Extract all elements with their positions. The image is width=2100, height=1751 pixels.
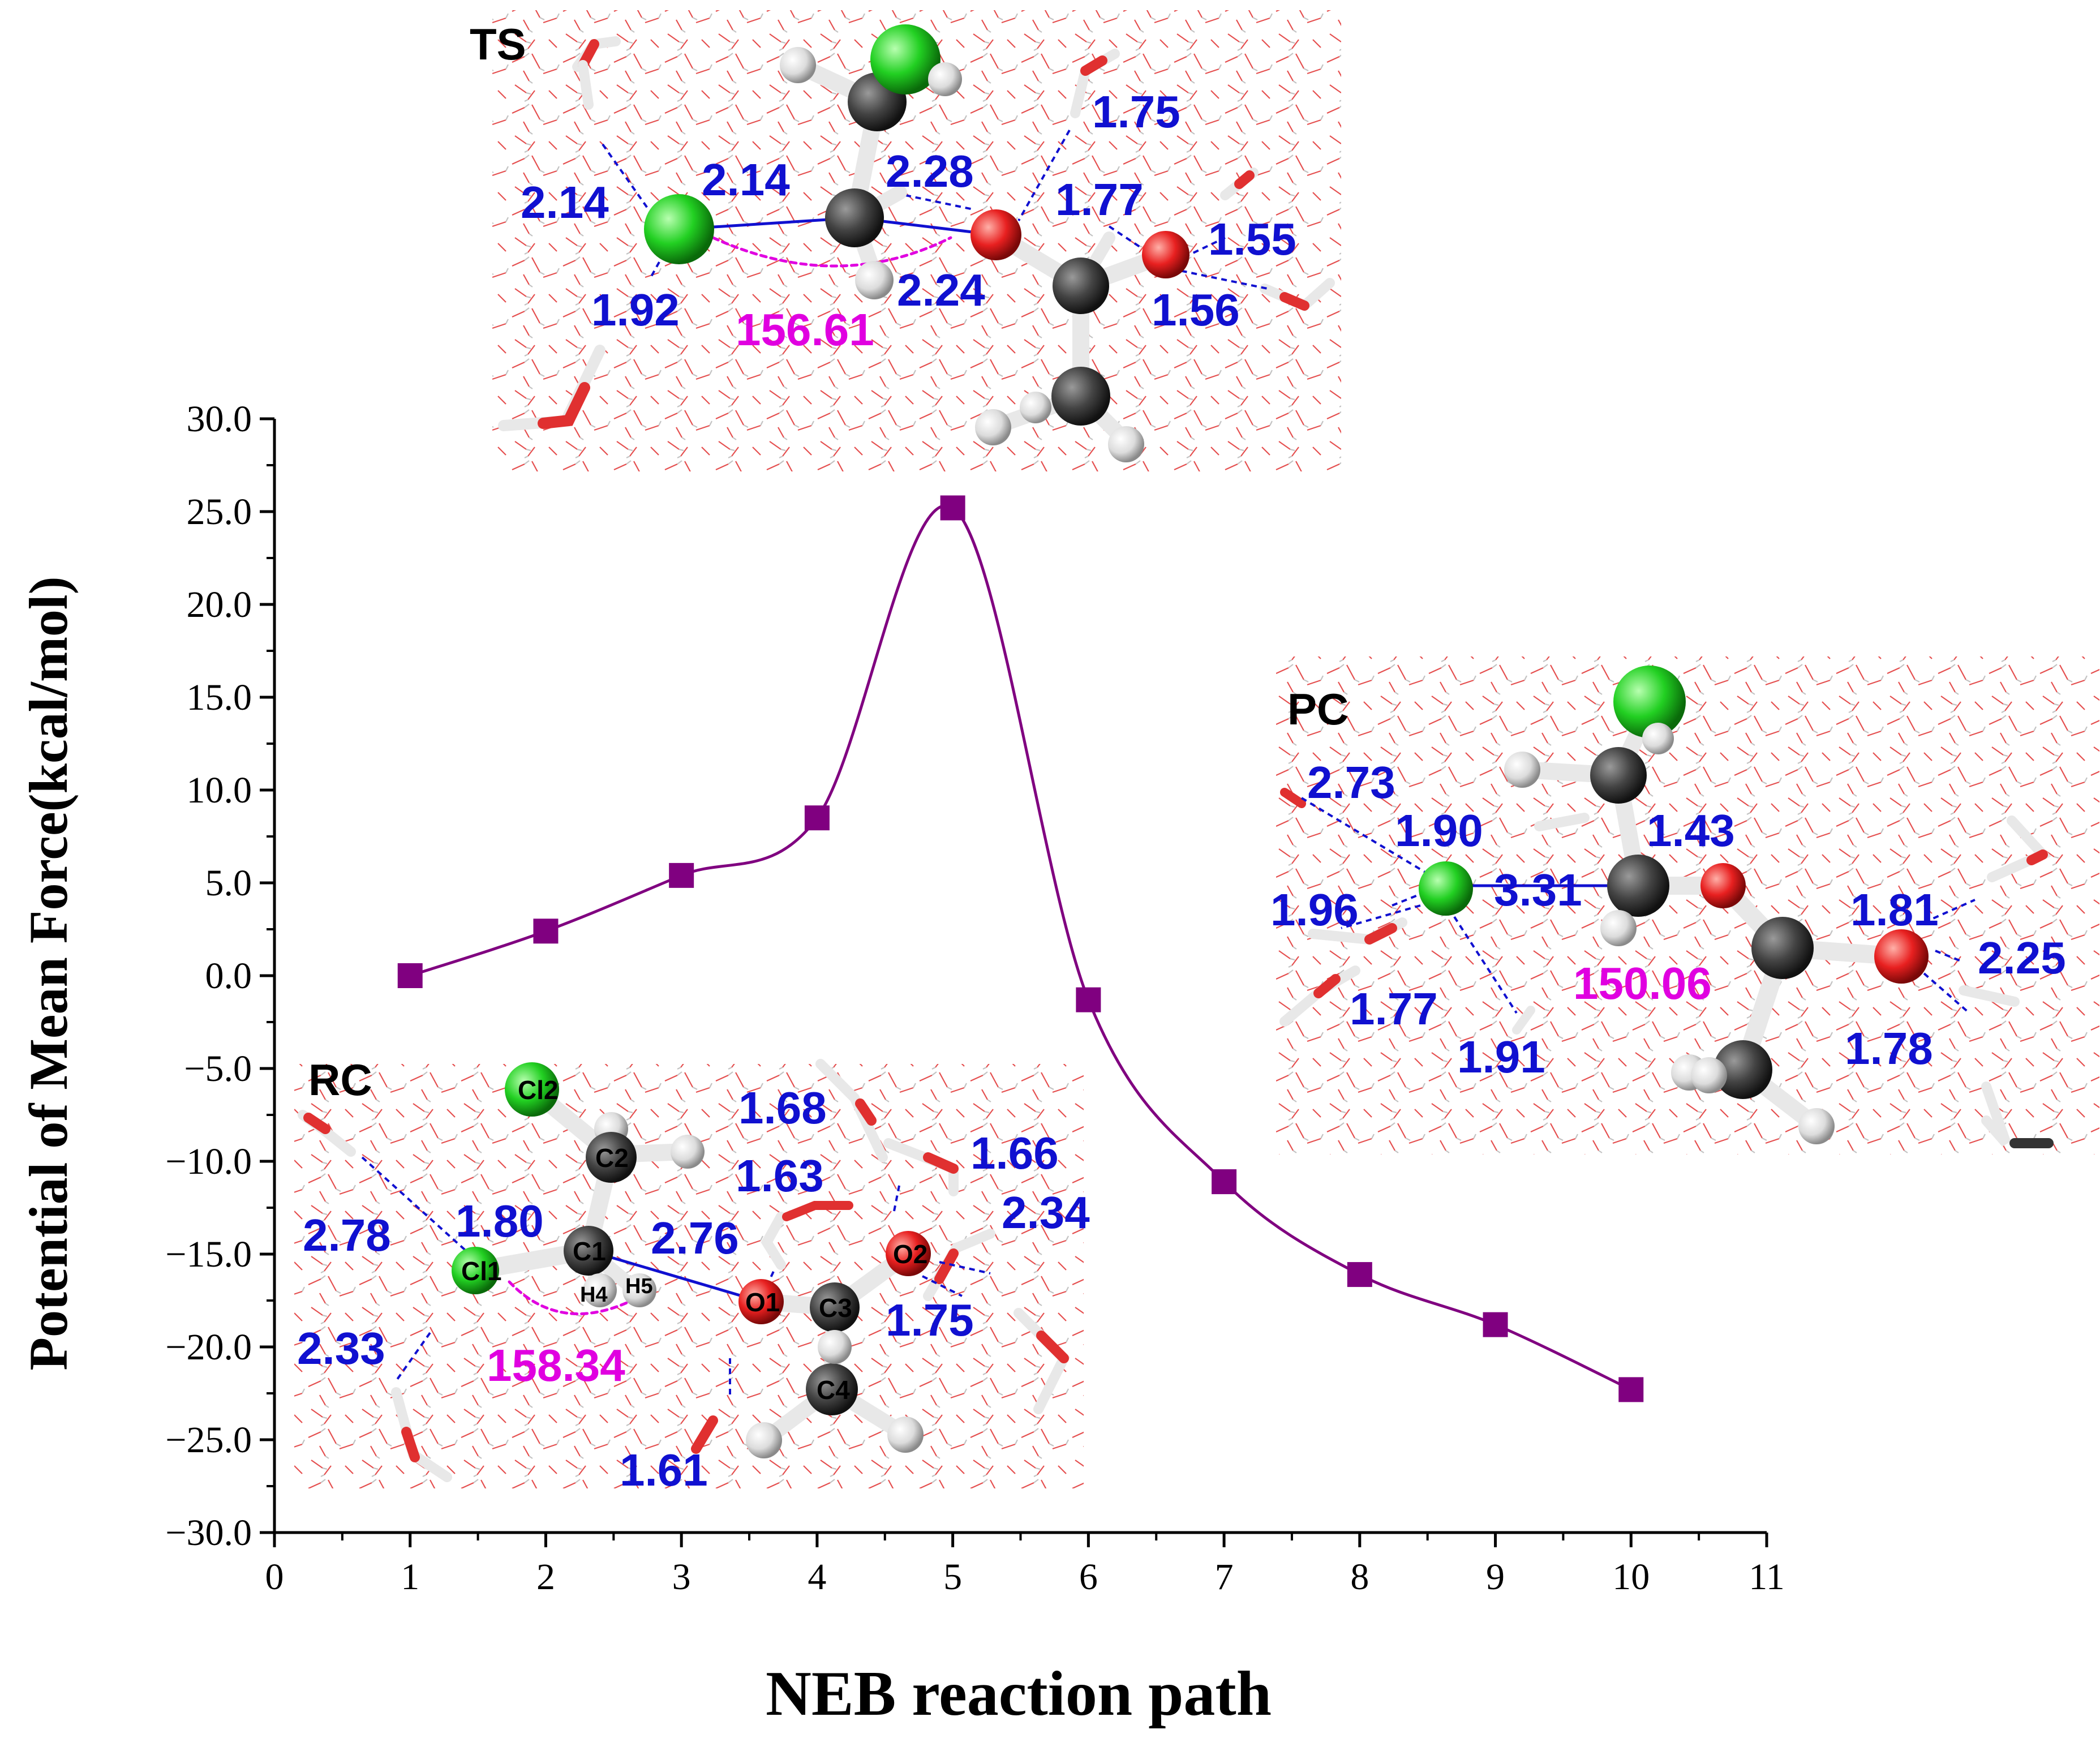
ts-waters xyxy=(498,36,1335,431)
rc-atom-c1: C1 xyxy=(573,1237,606,1266)
pc-distance-4: 1.96 xyxy=(1270,885,1359,935)
pc-distance-6: 1.81 xyxy=(1850,885,1939,935)
ts-distance-2: 2.14 xyxy=(702,154,790,205)
x-tick-label: 3 xyxy=(672,1556,691,1598)
ts-distance-1: 2.14 xyxy=(521,177,609,228)
pc-distance-8: 1.77 xyxy=(1350,984,1438,1034)
pc-hbond-dashes xyxy=(1300,797,1976,1014)
rc-atom-c2: C2 xyxy=(595,1143,629,1173)
ts-distance-5: 1.77 xyxy=(1055,174,1144,225)
x-tick-label: 2 xyxy=(536,1556,555,1598)
y-tick-label: 25.0 xyxy=(187,491,252,533)
pc-title: PC xyxy=(1287,684,1349,734)
pc-distance-10: 1.78 xyxy=(1845,1023,1933,1074)
rc-distance-2: 1.66 xyxy=(970,1128,1059,1178)
y-tick-label: −5.0 xyxy=(184,1048,252,1089)
x-tick-label: 6 xyxy=(1079,1556,1098,1598)
rc-distance-1: 1.68 xyxy=(738,1083,827,1133)
pmf-markers xyxy=(397,495,1644,1402)
x-tick-label: 1 xyxy=(401,1556,419,1598)
pmf-data-point xyxy=(1076,987,1101,1012)
pmf-data-point xyxy=(1347,1262,1372,1288)
rc-atom-h4: H4 xyxy=(580,1283,608,1307)
pc-distance-7: 2.25 xyxy=(1978,933,2066,983)
x-tick-label: 0 xyxy=(265,1556,284,1598)
ts-structure-inset: TS 2.14 2.14 2.28 1.75 1.77 1.55 1.92 2.… xyxy=(470,10,1341,471)
rc-distance-8: 2.33 xyxy=(297,1323,385,1374)
pc-distance-1: 2.73 xyxy=(1307,757,1395,808)
x-tick-label: 7 xyxy=(1215,1556,1234,1598)
pmf-data-point xyxy=(1483,1312,1508,1337)
ts-title: TS xyxy=(470,19,526,69)
rc-distance-3: 1.63 xyxy=(736,1151,824,1201)
rc-distance-6: 2.76 xyxy=(651,1213,739,1263)
rc-atom-c4: C4 xyxy=(817,1375,850,1405)
ts-distance-3: 2.28 xyxy=(886,146,974,196)
x-tick-label: 5 xyxy=(943,1556,962,1598)
y-tick-label: 15.0 xyxy=(187,677,252,718)
pc-distance-9: 1.91 xyxy=(1457,1032,1545,1082)
rc-structure-inset: Cl2 C2 Cl1 C1 H4 H5 O1 C3 O2 C4 RC 1.68 … xyxy=(294,1055,1090,1495)
ts-atoms xyxy=(644,24,1189,462)
rc-waters xyxy=(298,1059,1070,1482)
y-tick-label: −15.0 xyxy=(165,1234,252,1275)
y-axis-title: Potential of Mean Force(kcal/mol) xyxy=(18,576,79,1370)
x-tick-label: 11 xyxy=(1749,1556,1785,1598)
rc-atom-o2: O2 xyxy=(893,1239,927,1269)
rc-distance-9: 1.75 xyxy=(886,1295,974,1345)
pmf-data-point xyxy=(804,805,830,831)
y-tick-label: 0.0 xyxy=(205,955,252,997)
rc-atom-cl2: Cl2 xyxy=(518,1075,559,1105)
pc-distance-2: 1.90 xyxy=(1395,805,1483,856)
pmf-data-point xyxy=(1618,1377,1644,1402)
pc-atoms xyxy=(1419,666,1929,1144)
x-ticks: 0 1 2 3 4 5 6 7 8 9 10 11 xyxy=(265,1533,1785,1598)
y-tick-label: 20.0 xyxy=(187,584,252,625)
y-tick-label: 5.0 xyxy=(205,862,252,904)
ts-distance-9: 1.56 xyxy=(1152,285,1240,335)
rc-title: RC xyxy=(308,1055,372,1105)
pmf-data-point xyxy=(397,963,423,988)
rc-atom-c3: C3 xyxy=(819,1293,852,1323)
y-tick-label: −30.0 xyxy=(165,1512,252,1553)
rc-atom-o1: O1 xyxy=(745,1288,780,1317)
rc-distance-4: 2.78 xyxy=(303,1210,391,1260)
rc-distance-10: 1.61 xyxy=(620,1445,708,1495)
rc-distance-7: 2.34 xyxy=(1002,1187,1090,1238)
y-tick-label: −20.0 xyxy=(165,1327,252,1368)
ts-distance-4: 1.75 xyxy=(1092,87,1180,137)
x-tick-label: 8 xyxy=(1350,1556,1369,1598)
pmf-curve xyxy=(409,504,1632,1391)
pc-waters xyxy=(1279,788,2054,1148)
x-tick-label: 10 xyxy=(1612,1556,1650,1598)
pc-distance-5: 3.31 xyxy=(1494,865,1582,915)
pc-angle: 150.06 xyxy=(1573,958,1712,1008)
rc-distance-5: 1.80 xyxy=(456,1196,544,1246)
rc-atoms xyxy=(452,1062,931,1458)
rc-angle: 158.34 xyxy=(487,1340,625,1390)
pmf-data-point xyxy=(669,862,694,888)
pc-structure-inset: PC 2.73 1.90 1.43 1.96 3.31 1.81 2.25 1.… xyxy=(1270,656,2099,1155)
y-tick-label: 30.0 xyxy=(187,398,252,440)
y-tick-label: −10.0 xyxy=(165,1141,252,1182)
y-tick-label: −25.0 xyxy=(165,1419,252,1461)
y-ticks: 30.0 25.0 20.0 15.0 10.0 5.0 0.0 −5.0 −10.0 −15.0… xyxy=(165,398,274,1553)
ts-distance-8: 2.24 xyxy=(897,265,985,315)
pc-distance-3: 1.43 xyxy=(1647,805,1735,856)
ts-distance-7: 1.92 xyxy=(591,285,680,335)
x-axis-title: NEB reaction path xyxy=(766,1659,1272,1729)
ts-distance-6: 1.55 xyxy=(1208,214,1296,264)
y-tick-label: 10.0 xyxy=(187,770,252,811)
pmf-data-point xyxy=(533,919,559,944)
rc-atom-h5: H5 xyxy=(625,1274,653,1298)
x-tick-label: 9 xyxy=(1486,1556,1505,1598)
pmf-data-point xyxy=(940,495,965,521)
x-tick-label: 4 xyxy=(808,1556,826,1598)
rc-solvent-background xyxy=(294,1064,1084,1488)
ts-angle: 156.61 xyxy=(736,304,874,355)
rc-atom-cl1: Cl1 xyxy=(461,1256,502,1286)
pmf-data-point xyxy=(1212,1169,1237,1195)
